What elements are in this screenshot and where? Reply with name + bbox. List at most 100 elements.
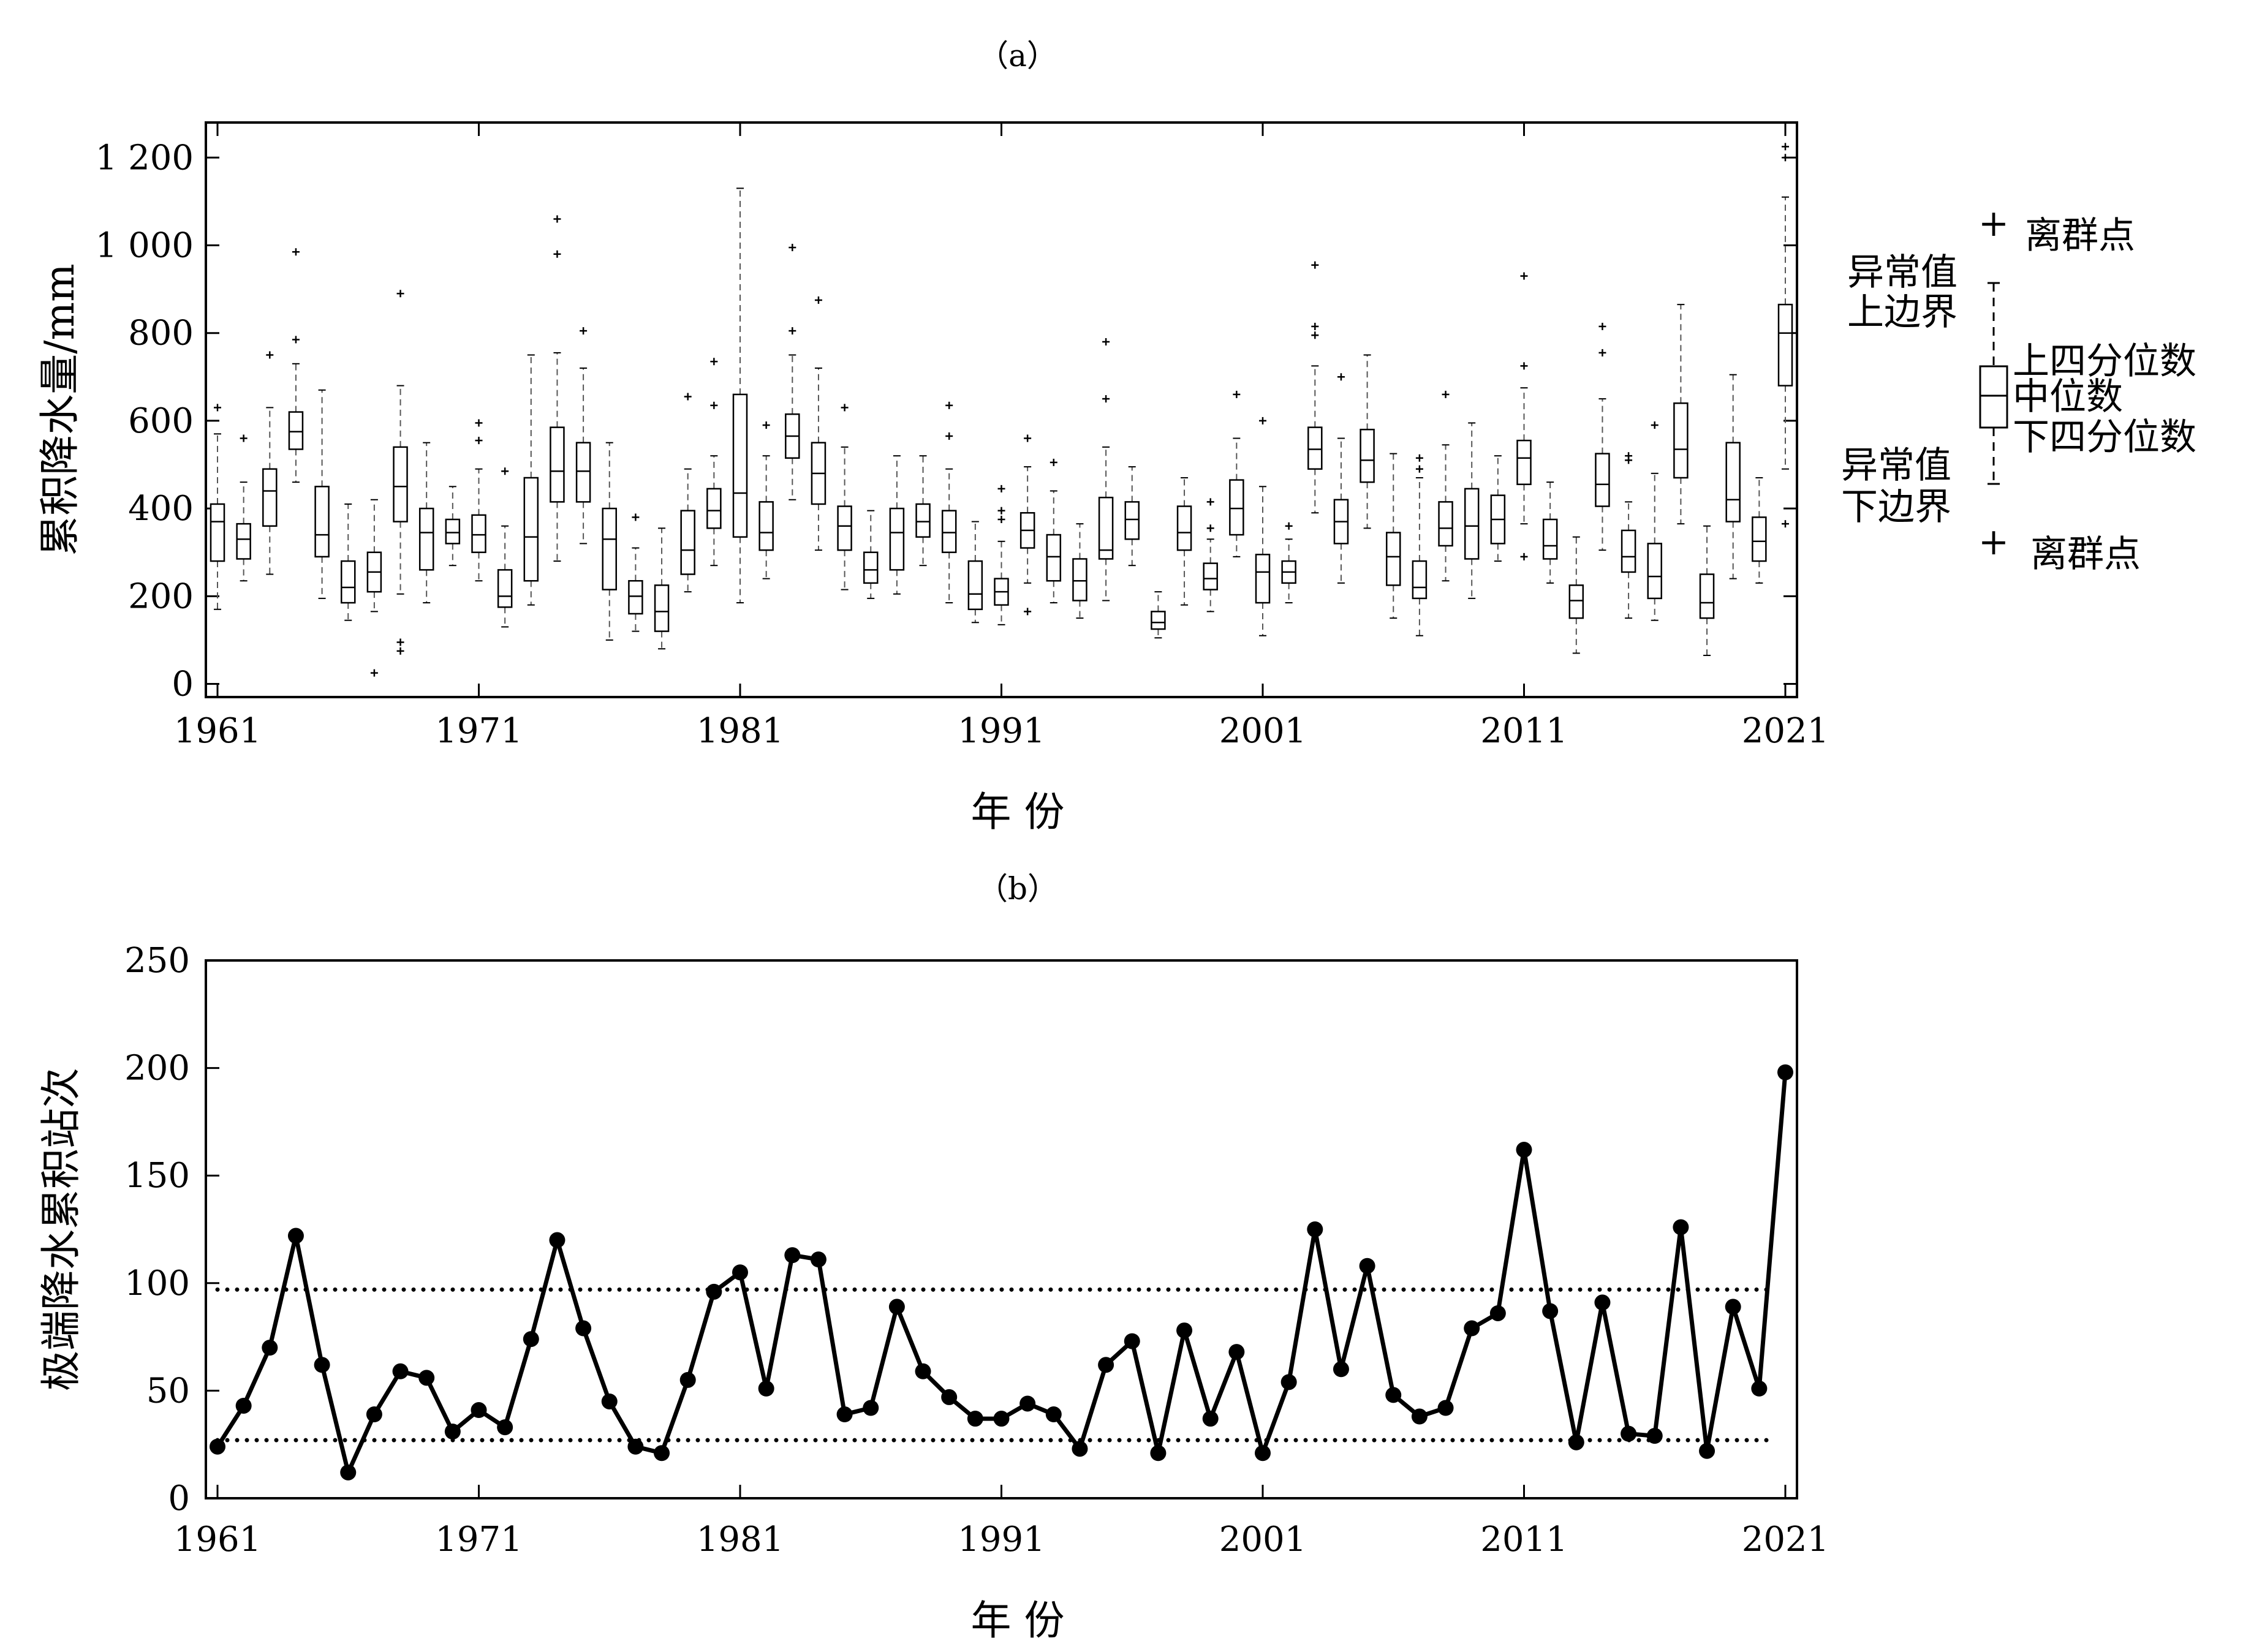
- data-point-1999: [1202, 1411, 1219, 1427]
- iqr-box: [1307, 426, 1323, 470]
- iqr-box: [1386, 532, 1401, 586]
- panel-a-y-axis-title: 累积降水量/mm: [36, 263, 83, 556]
- data-point-2012: [1542, 1303, 1559, 1319]
- panel-b-y-tick-label: 200: [124, 1049, 190, 1088]
- data-point-1974: [549, 1232, 565, 1248]
- iqr-box: [1124, 501, 1140, 540]
- data-point-2018: [1699, 1443, 1715, 1459]
- data-point-1973: [523, 1331, 539, 1348]
- panel-a-x-tick-label: 1971: [435, 711, 523, 751]
- data-point-2004: [1333, 1361, 1349, 1378]
- box-2013: [1568, 536, 1584, 654]
- data-point-1985: [836, 1406, 853, 1423]
- data-point-2013: [1568, 1434, 1584, 1450]
- box-2018: [1699, 525, 1715, 656]
- iqr-box: [915, 503, 931, 538]
- panel-b-y-tick-label: 0: [168, 1479, 190, 1518]
- data-point-1991: [993, 1411, 1010, 1427]
- box-1980: [706, 358, 722, 567]
- box-1969: [418, 442, 434, 604]
- box-2000: [1229, 390, 1244, 557]
- panel-b-series: [210, 1064, 1793, 1480]
- panel-b-x-tick-label: 1991: [958, 1520, 1045, 1560]
- box-1972: [497, 467, 513, 628]
- iqr-box: [706, 488, 722, 529]
- box-1995: [1098, 338, 1114, 602]
- box-1963: [262, 351, 278, 575]
- box-1966: [341, 503, 356, 621]
- iqr-box: [1151, 611, 1166, 630]
- panel-a-boxplot: （a） 0 200 400 600 800 1 000 1 200 1961 1971 1981 1…: [36, 38, 2196, 835]
- box-1999: [1203, 498, 1218, 613]
- panel-a-y-tick-label: 200: [128, 576, 194, 616]
- data-point-1993: [1045, 1406, 1062, 1423]
- box-1993: [1046, 458, 1062, 604]
- panel-b-x-axis-title: 年 份: [971, 1597, 1065, 1644]
- panel-a-x-tick-label: 1991: [958, 711, 1045, 751]
- iqr-box: [941, 510, 957, 553]
- box-2012: [1542, 481, 1558, 584]
- data-point-1980: [706, 1283, 722, 1300]
- panel-b-x-tick-label: 1981: [697, 1520, 784, 1560]
- data-point-1967: [366, 1406, 382, 1423]
- iqr-box: [889, 507, 905, 571]
- panel-a-y-tick-label: 400: [128, 489, 194, 529]
- box-1998: [1176, 477, 1192, 606]
- iqr-box: [758, 501, 774, 551]
- panel-b-y-axis-title: 极端降水累积站次: [37, 1068, 85, 1391]
- data-point-1995: [1098, 1357, 1114, 1373]
- data-point-1961: [210, 1438, 225, 1455]
- data-point-1988: [915, 1363, 931, 1379]
- data-point-1976: [601, 1393, 618, 1409]
- data-point-1983: [784, 1247, 801, 1264]
- panel-a-x-tick-label: 1981: [697, 711, 784, 751]
- panel-b-y-tick-label: 50: [146, 1371, 190, 1411]
- iqr-box: [1516, 439, 1532, 485]
- panel-a-plot-frame: [205, 121, 1798, 698]
- data-point-1992: [1019, 1395, 1036, 1412]
- box-1994: [1072, 523, 1087, 619]
- data-point-2001: [1255, 1445, 1271, 1462]
- box-1975: [575, 327, 591, 545]
- box-2005: [1360, 354, 1375, 529]
- box-1989: [941, 401, 957, 604]
- data-point-2019: [1725, 1299, 1741, 1315]
- box-1996: [1124, 466, 1140, 567]
- data-point-1970: [444, 1424, 461, 1440]
- iqr-box: [1621, 529, 1636, 573]
- panel-b-x-tick-label: 2001: [1219, 1520, 1307, 1560]
- iqr-box: [445, 518, 461, 545]
- iqr-box: [1568, 584, 1584, 619]
- box-2011: [1516, 272, 1532, 560]
- data-point-1963: [262, 1340, 278, 1356]
- box-2007: [1412, 454, 1428, 636]
- legend-box: [1979, 365, 2008, 429]
- legend-q3-label: 上四分位数: [2013, 340, 2196, 383]
- panel-b-x-tick-label: 2021: [1742, 1520, 1829, 1560]
- data-point-1968: [392, 1363, 409, 1379]
- panel-a-y-tick-label: 0: [172, 665, 194, 704]
- box-1965: [314, 389, 330, 599]
- iqr-box: [837, 505, 852, 551]
- iqr-box: [1176, 505, 1192, 551]
- data-point-1975: [575, 1320, 592, 1337]
- data-point-1979: [679, 1371, 696, 1388]
- data-point-2015: [1621, 1425, 1637, 1442]
- box-2001: [1255, 417, 1271, 636]
- legend-outlier-top-label: 离群点: [2025, 214, 2135, 257]
- box-1974: [550, 215, 565, 562]
- iqr-box: [654, 584, 670, 632]
- panel-a-x-tick-label: 2021: [1742, 711, 1829, 751]
- data-point-2021: [1777, 1064, 1793, 1081]
- data-point-2005: [1359, 1258, 1375, 1274]
- data-point-1969: [418, 1370, 435, 1386]
- box-1964: [288, 248, 304, 483]
- data-point-1987: [888, 1299, 905, 1315]
- iqr-box: [628, 580, 643, 615]
- iqr-box: [575, 442, 591, 503]
- iqr-box: [1360, 428, 1375, 483]
- data-point-1977: [627, 1438, 644, 1455]
- box-1981: [732, 187, 748, 604]
- data-point-2016: [1646, 1428, 1663, 1444]
- iqr-box: [1777, 303, 1793, 387]
